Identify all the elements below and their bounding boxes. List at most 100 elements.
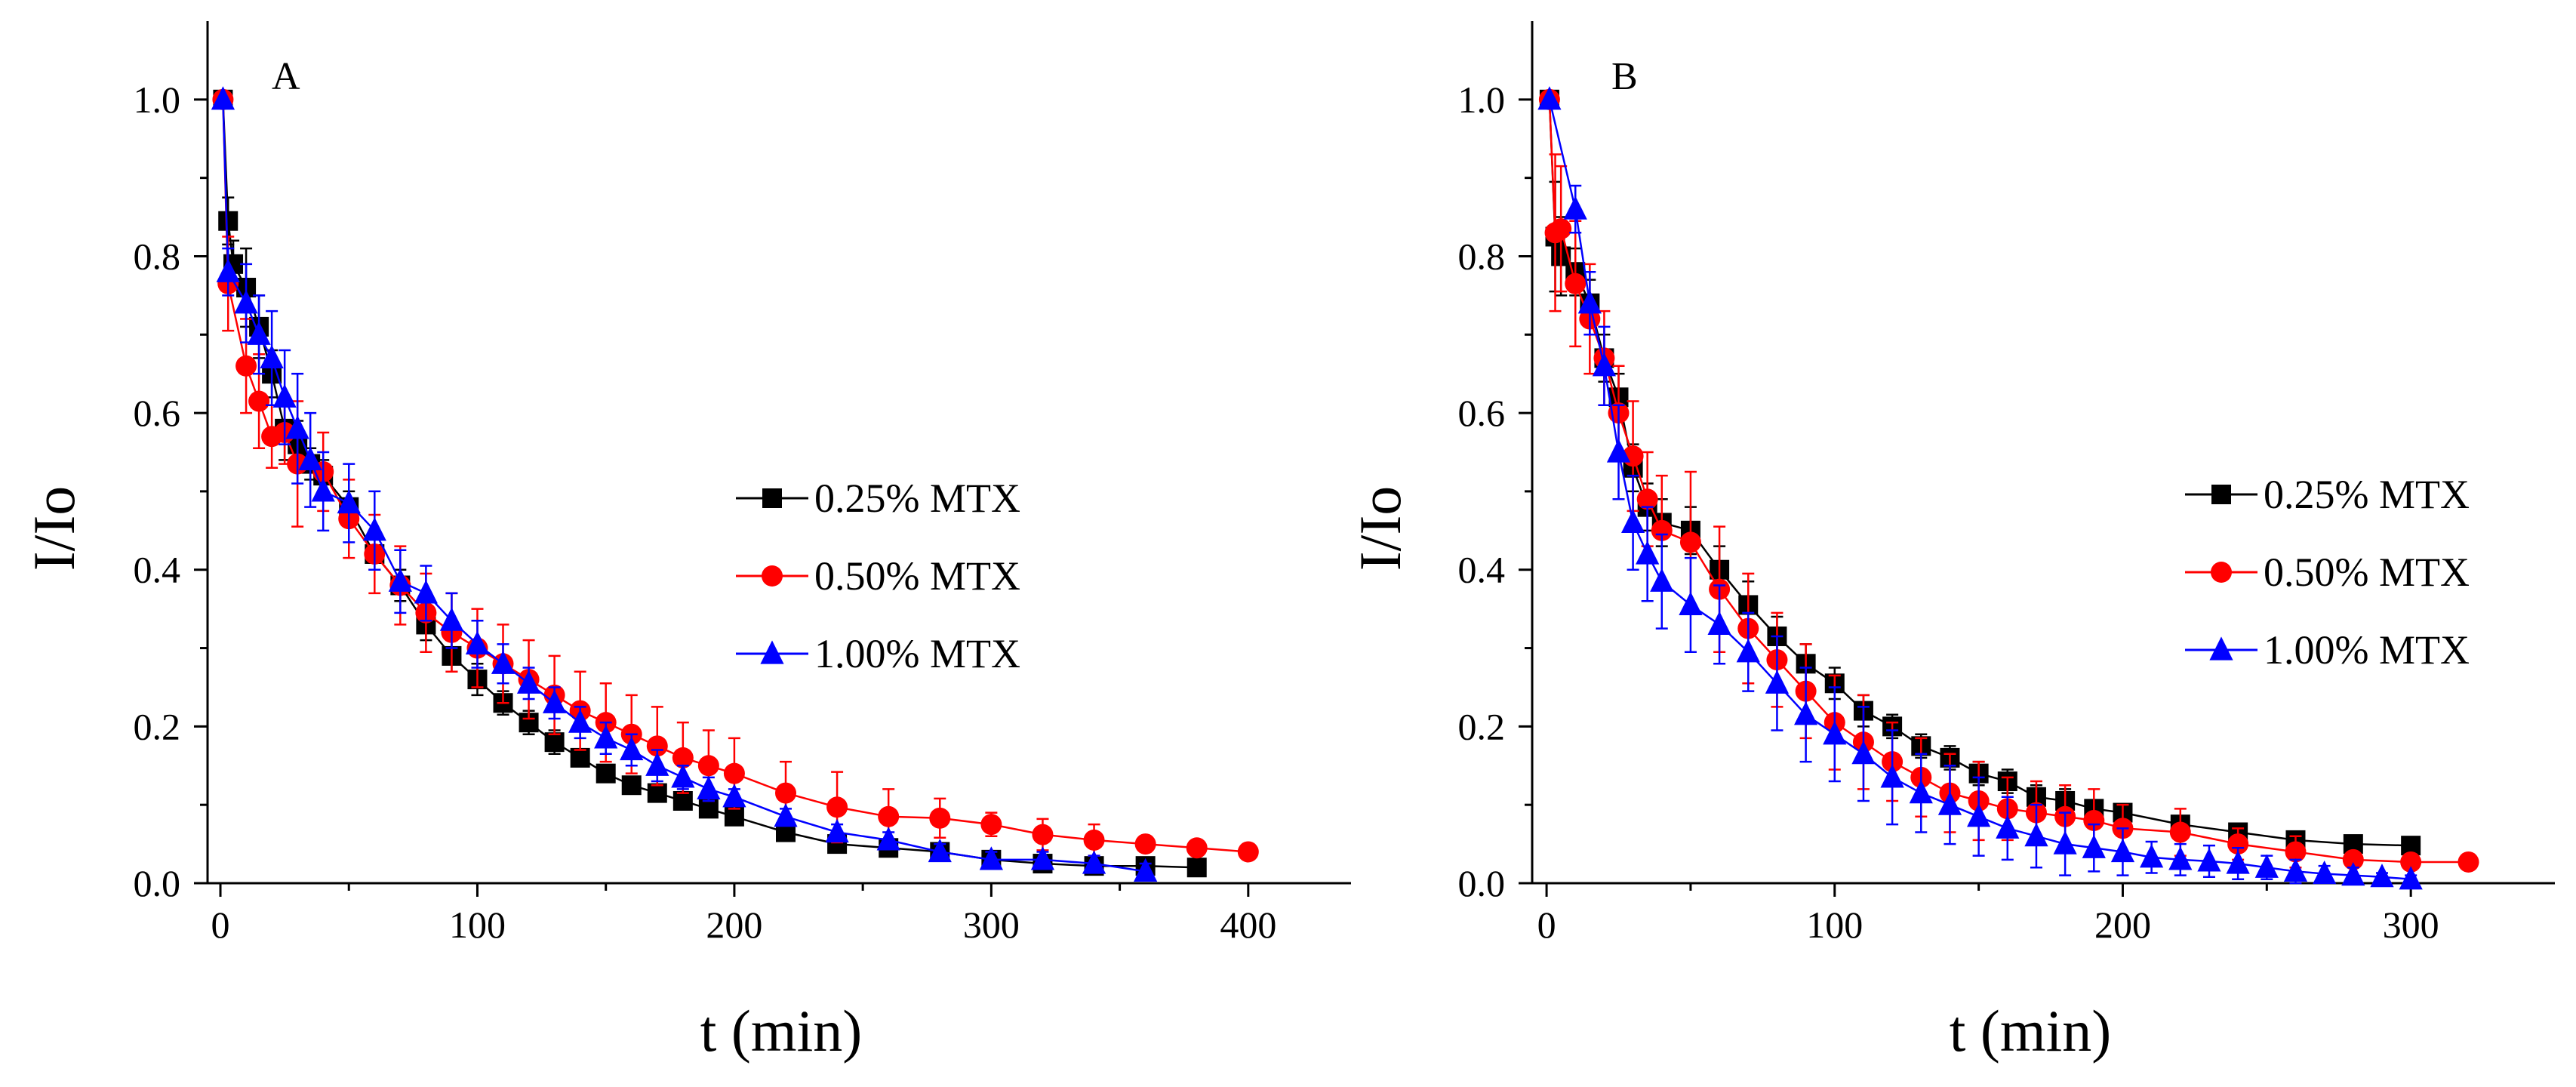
legend-entry: 0.25% MTX (2185, 472, 2470, 517)
x-tick-label: 100 (449, 904, 506, 946)
y-tick-label: 0.6 (1458, 392, 1506, 434)
triangle-marker (311, 478, 335, 502)
circle-marker (1237, 841, 1259, 863)
x-tick-label: 200 (706, 904, 762, 946)
y-tick-label: 0.2 (1458, 705, 1506, 747)
panel-label: A (272, 55, 300, 98)
triangle-marker (1606, 439, 1631, 463)
circle-marker (878, 805, 900, 827)
legend-label: 0.25% MTX (2264, 472, 2470, 517)
circle-marker (2083, 809, 2105, 831)
triangle-marker (1082, 850, 1106, 874)
panel-b: I/Io t (min) B 0 100 200 300 0.0 0.2 0.4 0.6 0.8… (1347, 21, 2555, 1064)
circle-marker (1083, 829, 1105, 851)
series-050mtx (212, 88, 1259, 863)
triangle-marker (2209, 636, 2233, 661)
triangle-marker (439, 607, 464, 631)
circle-marker (1186, 837, 1208, 859)
triangle-marker (465, 630, 490, 654)
y-axis-title: I/Io (1347, 486, 1413, 571)
triangle-marker (2110, 838, 2135, 863)
triangle-marker (1967, 803, 1991, 827)
legend-label: 0.50% MTX (814, 553, 1020, 599)
y-tick-label: 0.6 (134, 392, 181, 434)
circle-marker (2400, 851, 2422, 873)
triangle-marker (2226, 850, 2250, 874)
circle-marker (646, 735, 668, 757)
triangle-marker (1765, 670, 1790, 694)
triangle-marker (645, 752, 669, 776)
triangle-marker (1937, 791, 1962, 815)
circle-marker (1032, 824, 1054, 845)
triangle-marker (1996, 814, 2020, 839)
panel-a: I/Io t (min) A 0 100 200 300 400 0.0 0.2 0.4 0.6… (21, 21, 1351, 1064)
triangle-marker (722, 784, 746, 808)
y-tick-label: 1.0 (134, 79, 181, 121)
triangle-marker (2313, 860, 2337, 885)
triangle-marker (260, 344, 284, 369)
square-marker (2211, 485, 2231, 504)
panel-label: B (1611, 55, 1638, 98)
circle-marker (826, 796, 848, 818)
y-tick-label: 0.8 (1458, 235, 1506, 277)
triangle-marker (1679, 591, 1703, 616)
triangle-marker (272, 383, 297, 408)
circle-marker (723, 762, 745, 784)
square-marker (544, 732, 565, 753)
square-marker (724, 806, 744, 827)
circle-marker (2211, 562, 2232, 583)
triangle-marker (1909, 780, 1933, 804)
triangle-marker (2197, 848, 2221, 872)
triangle-marker (2168, 846, 2193, 870)
y-tick-label: 0.4 (1458, 549, 1506, 591)
triangle-marker (697, 775, 721, 800)
x-tick-label: 300 (2383, 904, 2439, 946)
triangle-marker (388, 568, 412, 592)
triangle-marker (414, 580, 438, 604)
triangle-marker (1650, 568, 1674, 592)
x-tick-label: 400 (1220, 904, 1276, 946)
triangle-marker (1794, 701, 1818, 725)
triangle-marker (774, 803, 798, 827)
y-axis-title: I/Io (21, 486, 87, 571)
legend-entry: 0.50% MTX (2185, 550, 2470, 595)
triangle-marker (247, 321, 271, 345)
circle-marker (1636, 488, 1658, 510)
circle-marker (697, 755, 719, 777)
x-axis-title: t (min) (700, 998, 862, 1064)
circle-marker (1550, 218, 1572, 240)
series-line (222, 99, 1197, 869)
circle-marker (775, 782, 797, 804)
legend-entry: 1.00% MTX (2185, 627, 2470, 673)
triangle-marker (2082, 834, 2106, 858)
triangle-marker (216, 258, 240, 282)
triangle-marker (1636, 540, 1660, 565)
legend-label: 0.50% MTX (2264, 550, 2470, 595)
circle-marker (248, 390, 270, 412)
triangle-marker (298, 446, 322, 470)
legend-label: 1.00% MTX (814, 631, 1020, 676)
y-tick-label: 0.0 (134, 862, 181, 904)
triangle-marker (1030, 846, 1055, 870)
square-marker (647, 783, 667, 803)
triangle-marker (491, 650, 516, 674)
y-tick-label: 1.0 (1458, 79, 1506, 121)
triangle-marker (2140, 844, 2164, 868)
series-100mtx (211, 86, 1158, 882)
legend-entry: 0.25% MTX (736, 476, 1020, 521)
triangle-marker (1851, 741, 1876, 765)
triangle-marker (1134, 858, 1158, 882)
triangle-marker (543, 689, 567, 713)
x-tick-label: 300 (963, 904, 1020, 946)
x-tick-label: 200 (2094, 904, 2151, 946)
square-marker (218, 211, 239, 231)
triangle-marker (594, 725, 618, 749)
circle-marker (672, 747, 694, 768)
circle-marker (2227, 833, 2249, 855)
square-marker (698, 799, 719, 819)
series-line (222, 99, 1248, 853)
x-tick-label: 0 (211, 904, 230, 946)
circle-marker (2342, 848, 2364, 870)
circle-marker (762, 565, 783, 587)
triangle-marker (979, 846, 1003, 870)
